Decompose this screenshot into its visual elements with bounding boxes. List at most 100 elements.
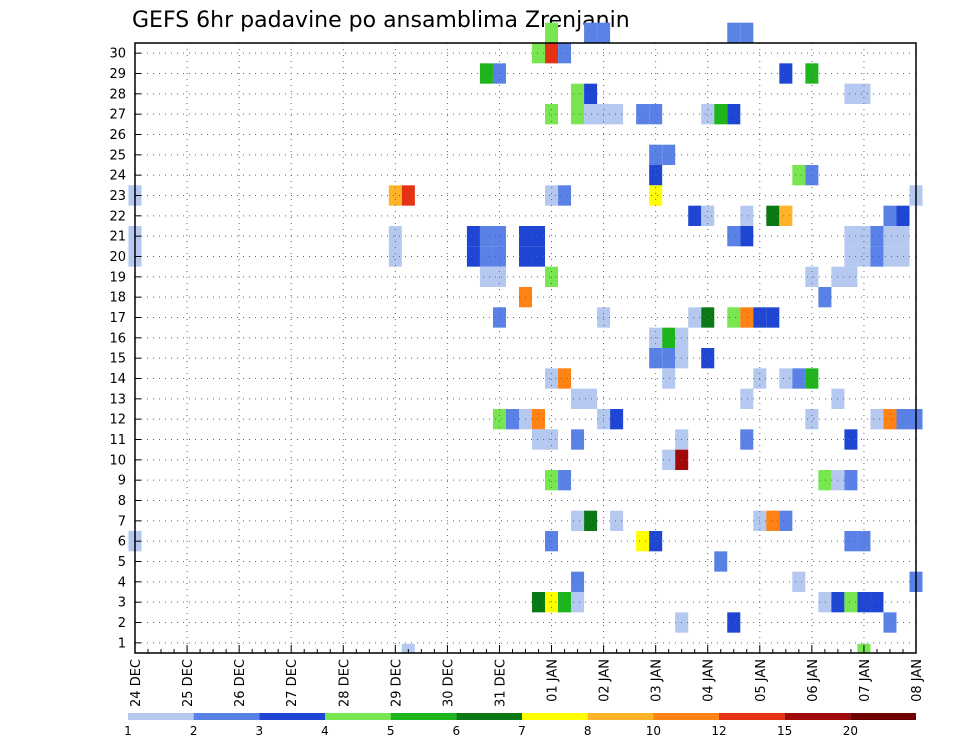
heatmap-cell	[883, 205, 897, 226]
y-tick-label: 27	[109, 108, 126, 123]
heatmap-cell	[649, 348, 663, 369]
heatmap-cell	[779, 510, 793, 531]
heatmap-cell	[662, 368, 676, 389]
y-tick-label: 13	[109, 392, 126, 407]
heatmap-cell	[584, 388, 598, 409]
x-tick-label: 27 DEC	[285, 659, 300, 707]
colorbar-swatch	[128, 713, 194, 720]
heatmap-cell	[844, 531, 858, 552]
heatmap-cell	[701, 348, 715, 369]
colorbar-label: 15	[777, 724, 792, 738]
colorbar-label: 1	[124, 724, 132, 738]
heatmap-cell	[610, 104, 624, 125]
y-tick-label: 2	[118, 616, 126, 631]
heatmap-cell	[727, 104, 741, 125]
heatmap-cell	[571, 429, 585, 450]
heatmap-cell	[779, 368, 793, 389]
heatmap-cell	[740, 307, 754, 328]
y-tick-label: 7	[118, 514, 126, 529]
heatmap-cell	[388, 246, 402, 267]
heatmap-cell	[505, 409, 519, 430]
heatmap-cell	[701, 104, 715, 125]
heatmap-cell	[492, 409, 506, 430]
y-tick-label: 9	[118, 474, 126, 489]
colorbar-label: 6	[453, 724, 461, 738]
x-axis-ticks: 24 DEC 25 DEC 26 DEC 27 DEC 28 DEC 29 DEC 30 D…	[129, 645, 925, 707]
colorbar-label: 2	[190, 724, 198, 738]
heatmap-cell	[727, 22, 741, 43]
heatmap-cell	[844, 429, 858, 450]
heatmap-cell	[479, 266, 493, 287]
heatmap-cell	[688, 307, 702, 328]
heatmap-cell	[766, 307, 780, 328]
colorbar-label: 12	[711, 724, 726, 738]
y-tick-label: 12	[109, 413, 126, 428]
y-tick-label: 19	[109, 270, 126, 285]
heatmap-cell	[766, 205, 780, 226]
x-tick-label: 04 JAN	[702, 659, 717, 702]
heatmap-cell	[532, 43, 546, 64]
heatmap-cell	[727, 307, 741, 328]
y-tick-label: 29	[109, 67, 126, 82]
y-tick-label: 5	[118, 555, 126, 570]
heatmap-cell	[701, 205, 715, 226]
y-tick-label: 17	[109, 311, 126, 326]
heatmap-cell	[571, 571, 585, 592]
heatmap-cell	[779, 205, 793, 226]
x-tick-label: 06 JAN	[806, 659, 821, 702]
heatmap-cell	[844, 83, 858, 104]
heatmap-cell	[870, 409, 884, 430]
heatmap-cell	[792, 571, 806, 592]
colorbar-swatch	[653, 713, 719, 720]
heatmap-cell	[401, 185, 415, 206]
x-tick-label: 31 DEC	[493, 659, 508, 707]
heatmap-cell	[532, 429, 546, 450]
heatmap-cell	[740, 388, 754, 409]
x-tick-label: 02 JAN	[598, 659, 613, 702]
heatmap-cell	[558, 185, 572, 206]
colorbar-legend: 1 2 3 4 5 6 7 8 10 12 15 20	[124, 713, 916, 738]
heatmap-cell	[558, 470, 572, 491]
colorbar-swatch	[193, 713, 260, 720]
heatmap-cell	[388, 185, 402, 206]
heatmap-cell	[479, 226, 493, 247]
x-tick-label: 07 JAN	[858, 659, 873, 702]
heatmap-cell	[688, 205, 702, 226]
heatmap-cell	[610, 409, 624, 430]
colorbar-label: 5	[387, 724, 395, 738]
colorbar-swatch	[719, 713, 785, 720]
y-tick-label: 28	[109, 87, 126, 102]
y-tick-label: 4	[118, 575, 126, 590]
heatmap-cell	[818, 592, 832, 613]
heatmap-cell	[792, 368, 806, 389]
heatmap-cell	[740, 205, 754, 226]
heatmap-cell	[610, 510, 624, 531]
heatmap-cell	[492, 266, 506, 287]
colorbar-swatch	[259, 713, 325, 720]
y-tick-label: 1	[118, 636, 126, 651]
heatmap-cell	[492, 307, 506, 328]
colorbar-swatch	[456, 713, 522, 720]
heatmap-cell	[636, 531, 650, 552]
y-tick-label: 26	[109, 128, 126, 143]
heatmap-cell	[532, 409, 546, 430]
heatmap-cell	[818, 470, 832, 491]
heatmap-cell	[883, 246, 897, 267]
heatmap-cell	[571, 510, 585, 531]
x-tick-label: 05 JAN	[754, 659, 769, 702]
y-tick-label: 21	[109, 230, 126, 245]
heatmap-cell	[545, 470, 559, 491]
heatmap-cell	[662, 327, 676, 348]
colorbar-label: 10	[646, 724, 661, 738]
heatmap-cell	[870, 226, 884, 247]
heatmap-cell	[584, 104, 598, 125]
colorbar-swatch	[522, 713, 588, 720]
heatmap-cell	[532, 226, 546, 247]
heatmap-cell	[401, 643, 415, 653]
y-tick-label: 18	[109, 291, 126, 306]
heatmap-cell	[714, 551, 728, 572]
heatmap-cell	[844, 266, 858, 287]
colorbar-swatch	[784, 713, 851, 720]
heatmap-cell	[545, 43, 559, 64]
heatmap-cell	[857, 226, 871, 247]
